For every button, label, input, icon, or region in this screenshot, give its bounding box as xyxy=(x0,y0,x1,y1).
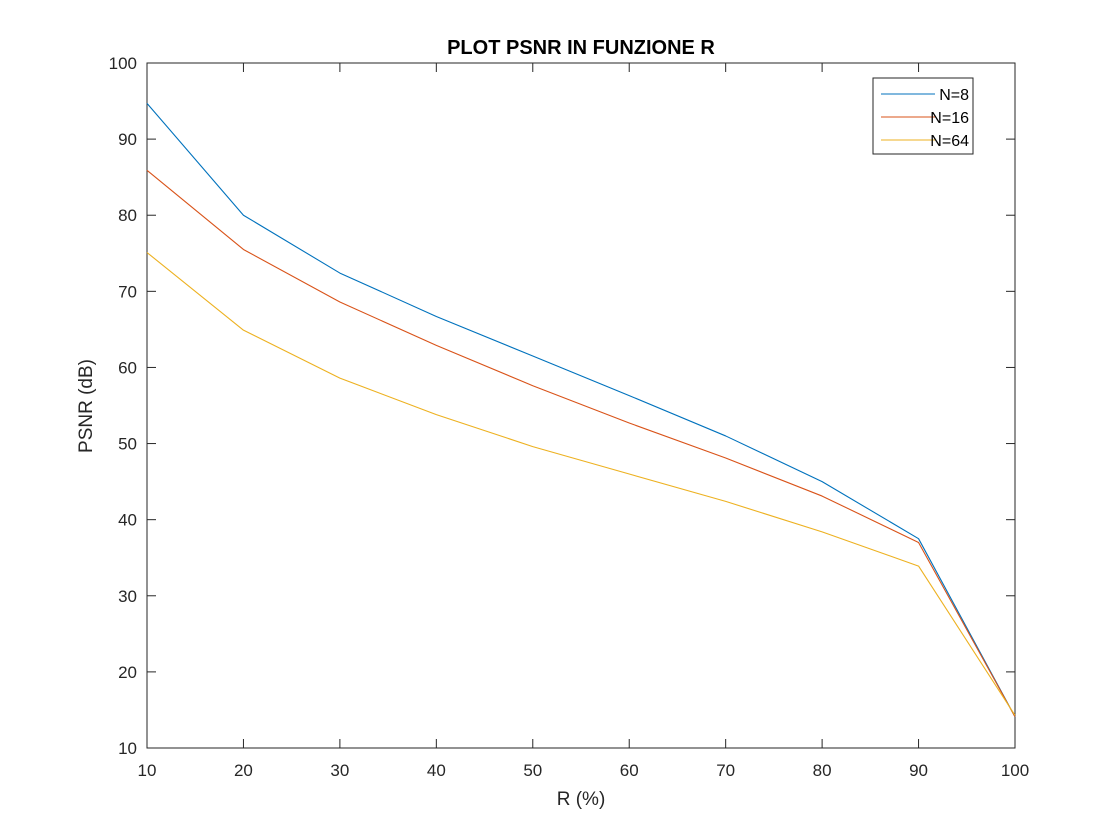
legend-label-3: N=64 xyxy=(930,133,969,150)
legend-label-1: N=8 xyxy=(939,87,969,104)
x-tick-label: 80 xyxy=(813,761,832,780)
axes-box xyxy=(146,62,1016,749)
x-tick-label: 10 xyxy=(138,761,157,780)
plot-area: 10 20 30 40 50 60 70 80 90 100 10 20 30 40 50 60 70 80 90 1… xyxy=(109,54,1030,780)
x-tick-label: 30 xyxy=(330,761,349,780)
x-tick-label: 60 xyxy=(620,761,639,780)
x-tick-label: 50 xyxy=(523,761,542,780)
x-tick-label: 70 xyxy=(716,761,735,780)
y-tick-label: 70 xyxy=(118,282,137,301)
x-axis-label: R (%) xyxy=(557,789,606,810)
series-line-3 xyxy=(146,252,1016,716)
series-line-1 xyxy=(146,102,1016,718)
y-tick-label: 60 xyxy=(118,358,137,377)
x-tick-label: 20 xyxy=(234,761,253,780)
y-tick-label: 50 xyxy=(118,435,137,454)
x-tick-label: 100 xyxy=(1001,761,1029,780)
y-tick-label: 30 xyxy=(118,587,137,606)
y-tick-label: 20 xyxy=(118,663,137,682)
y-tick-label: 90 xyxy=(118,130,137,149)
legend-box xyxy=(872,77,974,155)
x-tick-label: 90 xyxy=(909,761,928,780)
series-line-2 xyxy=(146,169,1016,718)
y-axis-label: PSNR (dB) xyxy=(76,359,97,453)
x-tick-label: 40 xyxy=(427,761,446,780)
y-tick-label: 80 xyxy=(118,206,137,225)
chart-title: PLOT PSNR IN FUNZIONE R xyxy=(447,37,715,59)
y-tick-label: 40 xyxy=(118,511,137,530)
y-tick-label: 100 xyxy=(109,54,137,73)
y-tick-label: 10 xyxy=(118,739,137,758)
legend-label-2: N=16 xyxy=(930,110,969,127)
